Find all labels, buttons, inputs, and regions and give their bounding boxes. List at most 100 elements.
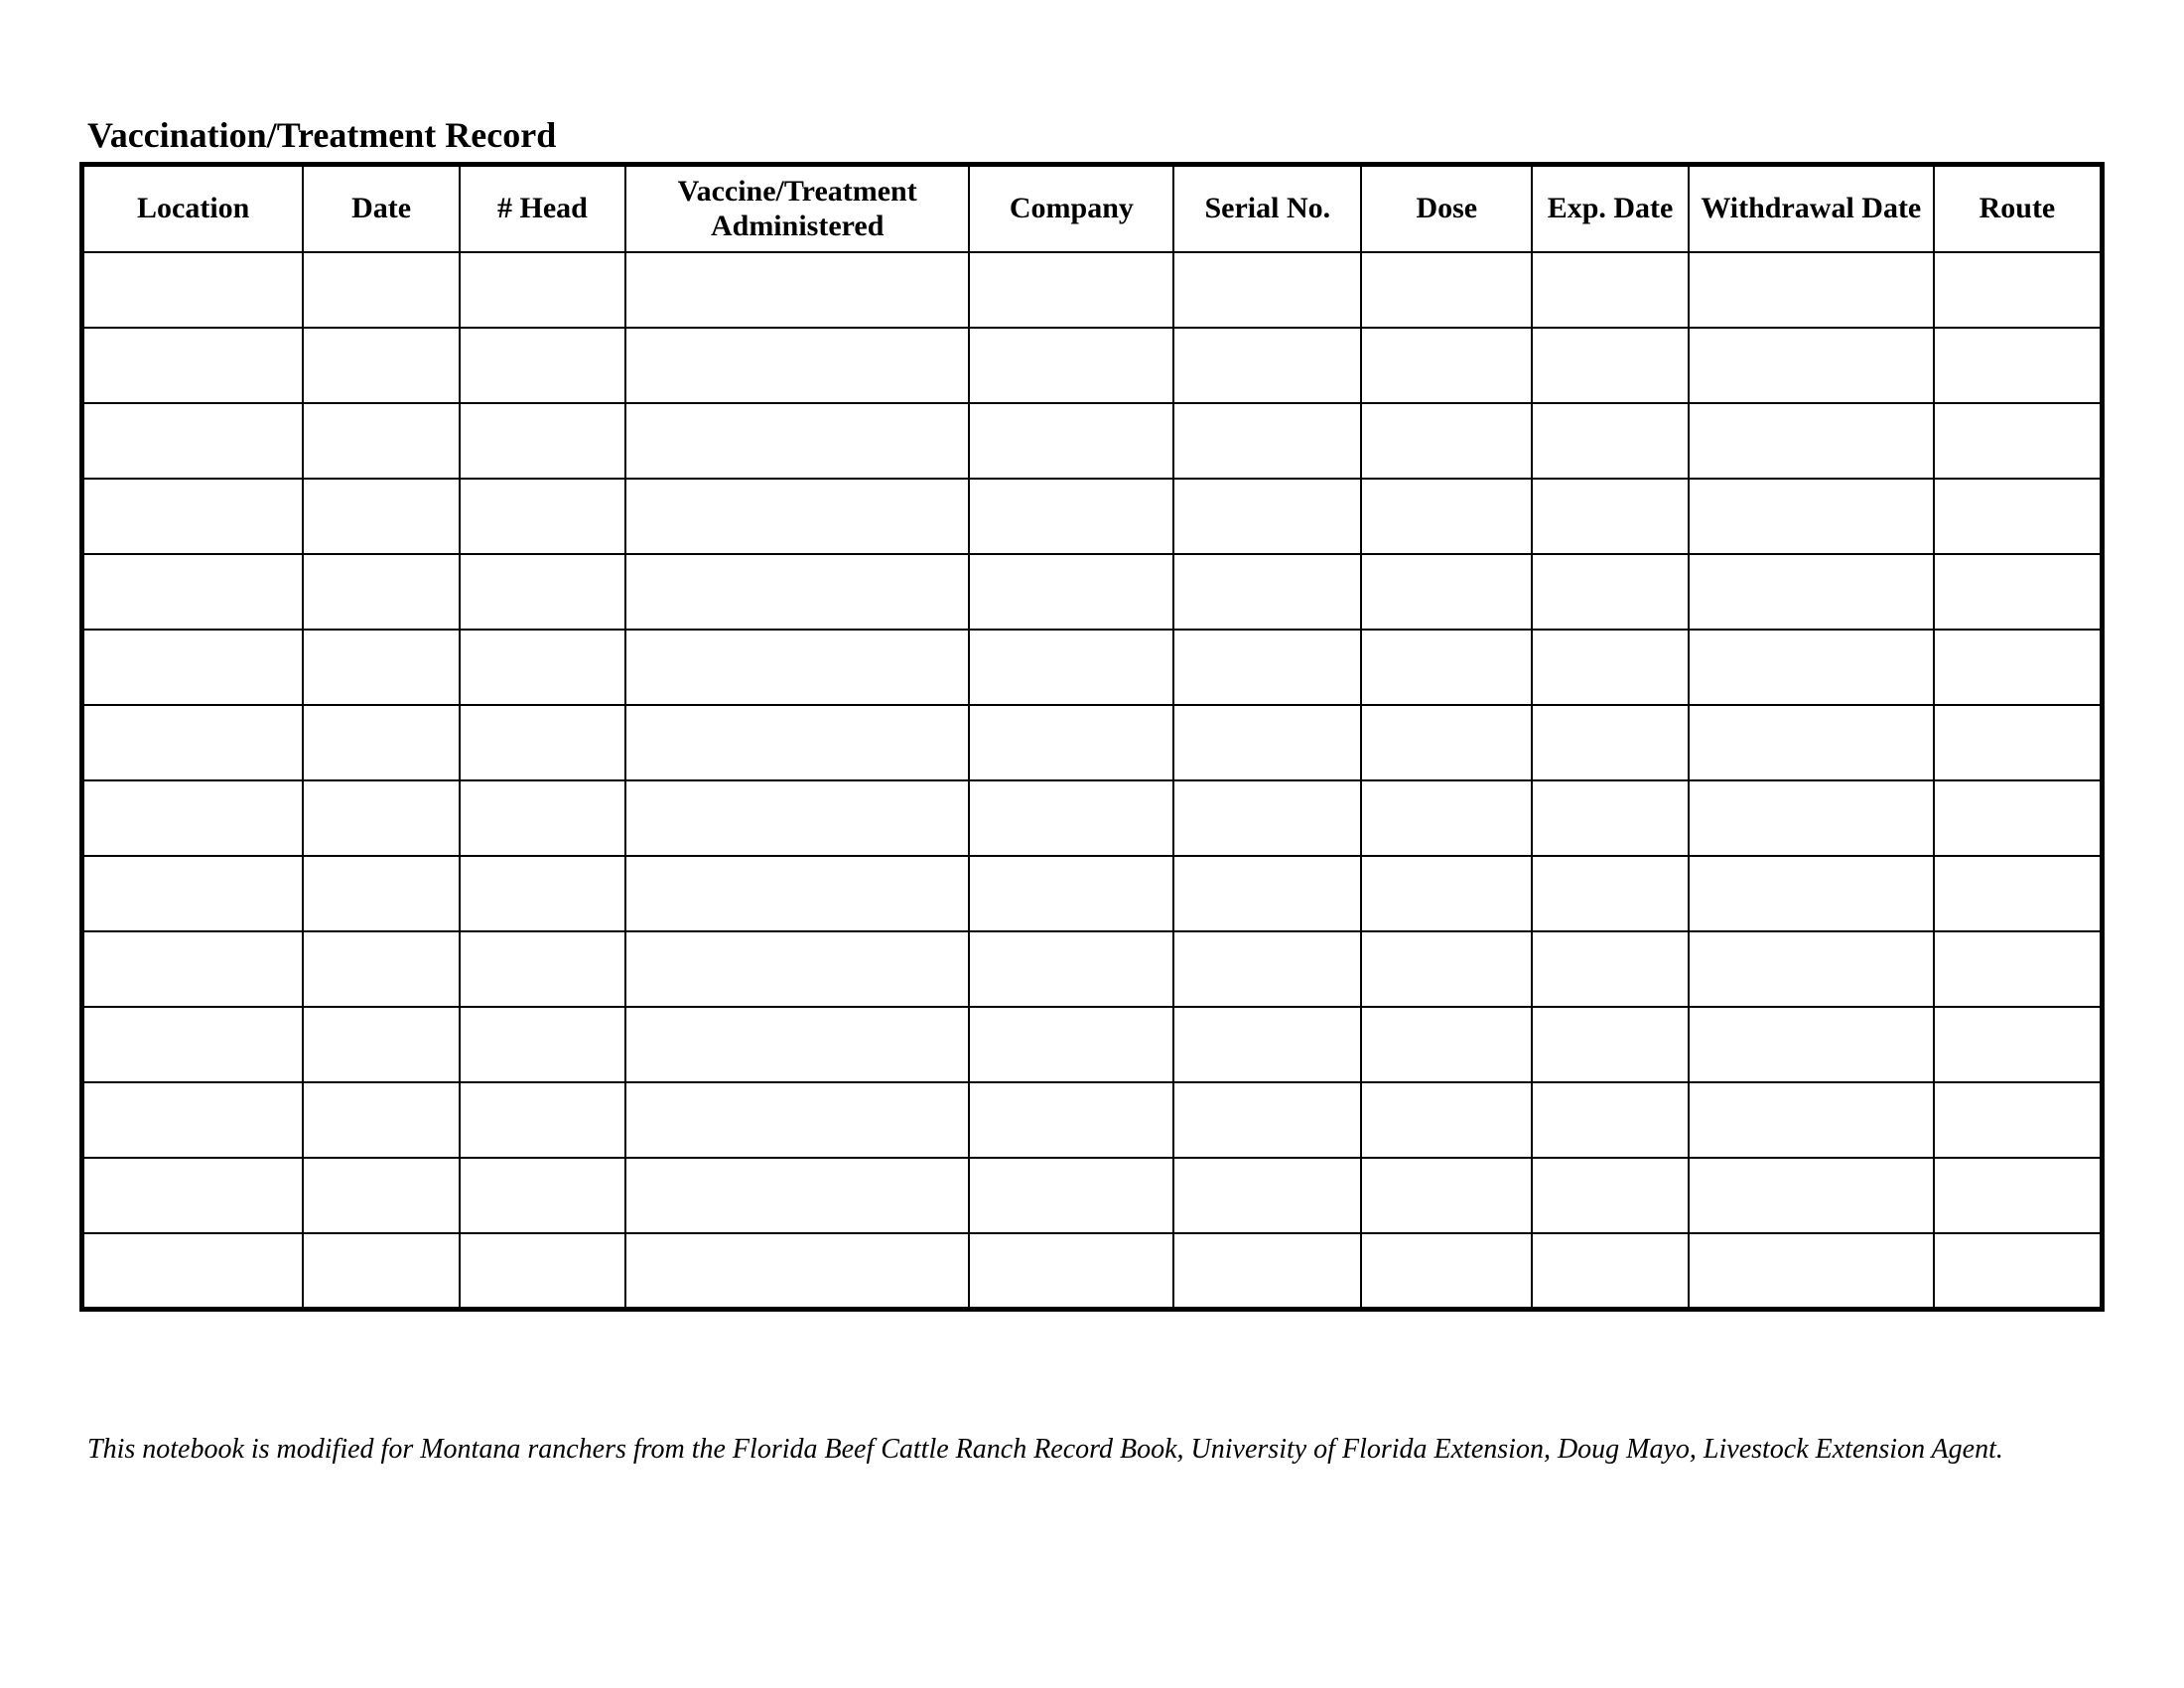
table-row xyxy=(82,780,2103,856)
table-cell xyxy=(303,403,459,479)
table-cell xyxy=(82,931,304,1007)
table-cell xyxy=(969,1233,1173,1309)
table-cell xyxy=(82,1233,304,1309)
table-cell xyxy=(1173,479,1361,554)
table-cell xyxy=(1532,1007,1688,1082)
table-cell xyxy=(82,252,304,328)
table-cell xyxy=(1934,252,2103,328)
table-cell xyxy=(1689,705,1934,780)
table-cell xyxy=(1934,1233,2103,1309)
table-cell xyxy=(1689,479,1934,554)
table-cell xyxy=(1934,1158,2103,1233)
table-cell xyxy=(1689,856,1934,931)
column-header-exp-date: Exp. Date xyxy=(1532,165,1688,253)
table-cell xyxy=(1361,856,1532,931)
table-cell xyxy=(625,780,969,856)
table-cell xyxy=(969,780,1173,856)
table-cell xyxy=(1934,705,2103,780)
table-cell xyxy=(303,856,459,931)
column-header-serial: Serial No. xyxy=(1173,165,1361,253)
table-cell xyxy=(82,780,304,856)
table-cell xyxy=(1934,856,2103,931)
table-cell xyxy=(460,403,625,479)
column-header-route: Route xyxy=(1934,165,2103,253)
table-cell xyxy=(1532,630,1688,705)
table-cell xyxy=(1173,554,1361,630)
table-row xyxy=(82,1233,2103,1309)
table-cell xyxy=(969,705,1173,780)
column-header-withdrawal: Withdrawal Date xyxy=(1689,165,1934,253)
table-cell xyxy=(1361,780,1532,856)
table-cell xyxy=(460,1158,625,1233)
table-cell xyxy=(460,1007,625,1082)
table-cell xyxy=(303,1158,459,1233)
table-cell xyxy=(625,1007,969,1082)
table-row xyxy=(82,403,2103,479)
table-cell xyxy=(460,630,625,705)
table-cell xyxy=(1361,403,1532,479)
table-cell xyxy=(1532,780,1688,856)
table-cell xyxy=(1689,630,1934,705)
table-cell xyxy=(1173,931,1361,1007)
table-cell xyxy=(625,1082,969,1158)
table-cell xyxy=(625,252,969,328)
column-header-date: Date xyxy=(303,165,459,253)
table-cell xyxy=(460,705,625,780)
table-cell xyxy=(625,1158,969,1233)
table-cell xyxy=(625,554,969,630)
table-cell xyxy=(303,780,459,856)
table-cell xyxy=(303,554,459,630)
table-cell xyxy=(460,780,625,856)
table-cell xyxy=(969,403,1173,479)
table-cell xyxy=(303,1007,459,1082)
table-cell xyxy=(1689,931,1934,1007)
table-cell xyxy=(969,931,1173,1007)
table-cell xyxy=(969,479,1173,554)
table-cell xyxy=(1934,1007,2103,1082)
table-cell xyxy=(625,931,969,1007)
table-cell xyxy=(1532,856,1688,931)
table-cell xyxy=(460,554,625,630)
table-row xyxy=(82,630,2103,705)
table-cell xyxy=(82,705,304,780)
table-cell xyxy=(1934,479,2103,554)
table-cell xyxy=(303,1233,459,1309)
table-cell xyxy=(625,479,969,554)
table-cell xyxy=(1173,705,1361,780)
table-cell xyxy=(625,403,969,479)
table-cell xyxy=(1689,1007,1934,1082)
table-cell xyxy=(1173,328,1361,403)
table-cell xyxy=(1361,479,1532,554)
table-row xyxy=(82,479,2103,554)
column-header-company: Company xyxy=(969,165,1173,253)
table-cell xyxy=(625,1233,969,1309)
table-cell xyxy=(1361,1158,1532,1233)
table-cell xyxy=(82,630,304,705)
table-cell xyxy=(1361,1007,1532,1082)
table-cell xyxy=(82,1158,304,1233)
table-cell xyxy=(1934,780,2103,856)
table-cell xyxy=(1532,1158,1688,1233)
table-cell xyxy=(969,252,1173,328)
table-cell xyxy=(1173,403,1361,479)
table-cell xyxy=(82,554,304,630)
table-cell xyxy=(1532,931,1688,1007)
table-cell xyxy=(1532,705,1688,780)
table-cell xyxy=(82,403,304,479)
table-cell xyxy=(625,705,969,780)
table-cell xyxy=(1689,1233,1934,1309)
table-cell xyxy=(82,1007,304,1082)
table-cell xyxy=(82,1082,304,1158)
table-cell xyxy=(969,856,1173,931)
table-cell xyxy=(303,252,459,328)
table-cell xyxy=(1689,252,1934,328)
table-cell xyxy=(625,328,969,403)
table-cell xyxy=(969,1082,1173,1158)
table-cell xyxy=(1361,1233,1532,1309)
table-cell xyxy=(1532,554,1688,630)
table-cell xyxy=(1532,1082,1688,1158)
table-cell xyxy=(1934,1082,2103,1158)
table-row xyxy=(82,328,2103,403)
table-cell xyxy=(1689,328,1934,403)
table-cell xyxy=(303,1082,459,1158)
